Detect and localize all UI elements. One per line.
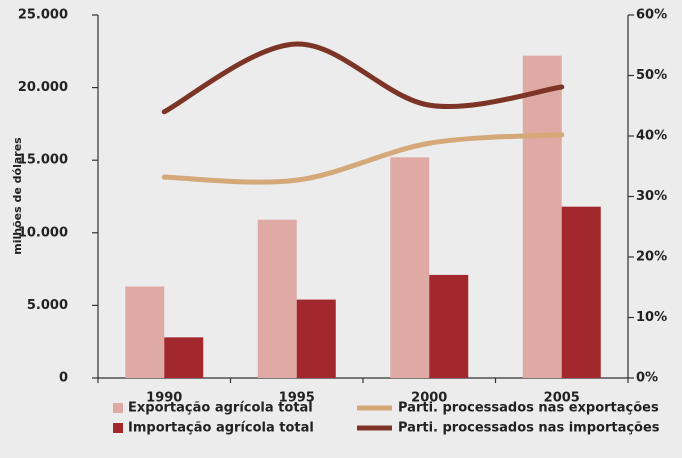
y2-tick-label: 30%	[636, 189, 667, 204]
legend-swatch	[113, 403, 123, 413]
x-tick-label: 2005	[544, 391, 580, 406]
legend-label: Parti. processados nas exportações	[398, 401, 659, 416]
legend-label: Importação agrícola total	[128, 421, 314, 436]
x-tick-label: 2000	[411, 391, 447, 406]
y-axis-label: milhões de dólares	[11, 137, 24, 255]
legend-swatch	[113, 423, 123, 433]
y2-tick-label: 0%	[636, 371, 658, 386]
y-tick-label: 0	[59, 371, 68, 386]
y-tick-label: 15.000	[18, 153, 68, 168]
y2-tick-label: 60%	[636, 8, 667, 23]
y-tick-label: 25.000	[18, 8, 68, 23]
y-tick-label: 20.000	[18, 80, 68, 95]
x-tick-label: 1995	[279, 391, 315, 406]
y2-tick-label: 40%	[636, 129, 667, 144]
legend-label: Exportação agrícola total	[128, 401, 313, 416]
line	[161, 41, 565, 115]
legend-label: Parti. processados nas importações	[398, 421, 660, 436]
bar	[561, 206, 601, 378]
y2-tick-label: 20%	[636, 250, 667, 265]
bar	[522, 55, 562, 378]
y2-tick-label: 10%	[636, 310, 667, 325]
y2-tick-label: 50%	[636, 68, 667, 83]
y-tick-label: 10.000	[18, 225, 68, 240]
line	[161, 132, 565, 185]
bar	[296, 299, 336, 378]
bar	[257, 219, 297, 378]
y-tick-label: 5.000	[27, 298, 68, 313]
x-tick-label: 1990	[146, 391, 182, 406]
bar	[390, 157, 430, 378]
bar	[429, 274, 469, 378]
bar	[164, 337, 204, 378]
bar	[125, 286, 165, 378]
